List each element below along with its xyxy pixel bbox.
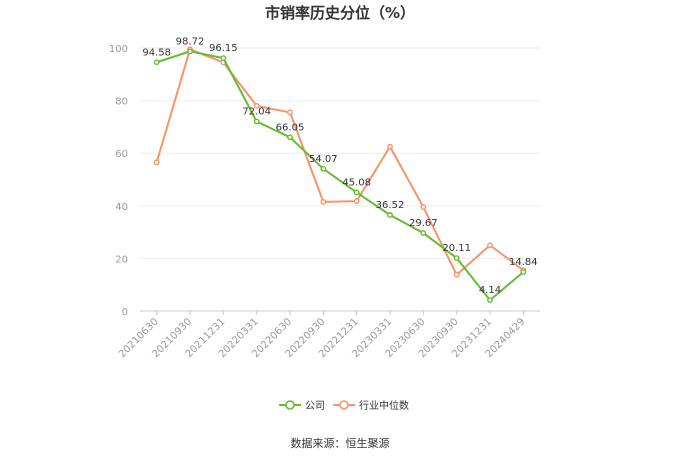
data-point-0[interactable] [487,297,493,304]
data-point-1[interactable] [387,143,393,150]
data-label: 94.58 [142,47,171,58]
legend-item-1[interactable]: 行业中位数 [333,399,409,412]
data-point-0[interactable] [387,212,393,218]
data-label: 14.84 [509,257,538,268]
data-label: 66.05 [276,122,305,133]
y-tick-label: 0 [122,307,128,318]
y-axis: 0 20 40 60 80 100 [109,44,128,318]
data-point-0[interactable] [253,118,260,125]
chart-title: 市销率历史分位（%） [265,4,415,22]
data-labels: 94.58 98.72 96.15 72.04 66.05 54.07 45.08 36.52… [142,36,537,296]
series-line-0 [156,50,524,302]
data-label: 36.52 [376,200,405,211]
data-point-1[interactable] [153,159,160,166]
data-label: 20.11 [442,243,471,254]
legend-label: 行业中位数 [359,399,409,412]
data-point-1[interactable] [253,102,260,109]
y-tick-label: 20 [115,254,128,265]
data-point-0[interactable] [453,255,460,262]
data-point-0[interactable] [520,269,527,275]
data-point-0[interactable] [153,59,160,66]
data-label: 4.14 [479,285,501,296]
data-point-1[interactable] [353,198,360,204]
data-point-0[interactable] [220,55,227,62]
data-point-1[interactable] [487,242,493,249]
y-tick-label: 60 [115,149,128,160]
data-point-0[interactable] [187,48,193,55]
source-note: 数据来源：恒生聚源 [291,436,390,450]
data-label: 45.08 [342,177,371,188]
data-label: 54.07 [309,154,338,165]
series-line-1 [155,48,524,276]
x-axis: 2021063020210930202112312022033120220630… [117,310,540,360]
series-lines [153,46,527,304]
y-tick-label: 40 [115,202,128,213]
legend-marker [339,400,349,410]
data-label: 98.72 [176,36,205,47]
legend-marker [285,400,295,410]
data-point-0[interactable] [353,189,360,196]
data-label: 29.67 [409,218,438,229]
y-tick-label: 100 [109,44,128,55]
data-label: 96.15 [209,43,238,54]
data-label: 72.04 [242,107,271,118]
data-point-0[interactable] [287,134,293,141]
data-point-1[interactable] [453,271,460,278]
y-tick-label: 80 [115,97,128,108]
data-point-1[interactable] [420,204,427,211]
legend[interactable]: 公司 行业中位数 [279,399,409,412]
data-point-1[interactable] [287,109,293,116]
data-point-1[interactable] [320,198,327,205]
grid [140,47,540,259]
legend-label: 公司 [305,401,325,412]
data-point-0[interactable] [420,230,427,236]
legend-item-0[interactable]: 公司 [279,400,325,412]
data-point-0[interactable] [320,165,327,172]
